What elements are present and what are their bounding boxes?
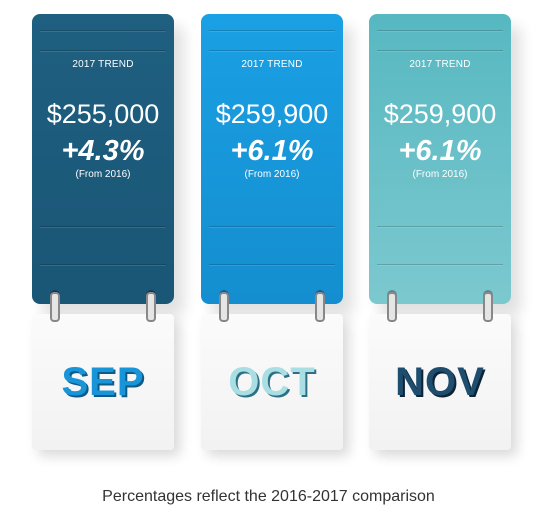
price-value: $255,000 xyxy=(46,99,160,129)
panel-divider xyxy=(40,30,166,31)
month-label: SEP xyxy=(61,359,145,404)
percent-change: +6.1% xyxy=(398,135,482,167)
card-panel-nov: 2017 TREND $259,900 +6.1% (From 2016) xyxy=(369,14,511,304)
binder-ring-icon xyxy=(219,292,229,322)
panel-divider xyxy=(209,264,335,265)
card-sep: 2017 TREND $255,000 +4.3% (From 2016) SE… xyxy=(32,14,174,450)
card-panel-oct: 2017 TREND $259,900 +6.1% (From 2016) xyxy=(201,14,343,304)
card-nov: 2017 TREND $259,900 +6.1% (From 2016) NO… xyxy=(369,14,511,450)
card-panel-sep: 2017 TREND $255,000 +4.3% (From 2016) xyxy=(32,14,174,304)
percent-change: +6.1% xyxy=(230,135,314,167)
comparison-note: (From 2016) xyxy=(75,169,131,180)
percent-change: +4.3% xyxy=(61,135,145,167)
caption: Percentages reflect the 2016-2017 compar… xyxy=(102,488,435,505)
binder-ring-icon xyxy=(483,292,493,322)
month-label: NOV xyxy=(395,359,485,404)
trend-label: 2017 TREND xyxy=(241,59,303,70)
trend-label: 2017 TREND xyxy=(409,59,471,70)
calendar-page-sep: SEP xyxy=(32,314,174,450)
panel-divider xyxy=(40,226,166,227)
panel-divider xyxy=(377,264,503,265)
panel-divider xyxy=(40,50,166,51)
panel-divider xyxy=(377,30,503,31)
month-label: OCT xyxy=(228,359,316,404)
binder-ring-icon xyxy=(146,292,156,322)
comparison-note: (From 2016) xyxy=(412,169,468,180)
panel-divider xyxy=(377,226,503,227)
panel-divider xyxy=(209,226,335,227)
price-value: $259,900 xyxy=(215,99,329,129)
binder-ring-icon xyxy=(50,292,60,322)
trend-label: 2017 TREND xyxy=(72,59,134,70)
calendar-page-oct: OCT xyxy=(201,314,343,450)
panel-divider xyxy=(377,50,503,51)
panel-divider xyxy=(40,264,166,265)
binder-ring-icon xyxy=(387,292,397,322)
binder-ring-icon xyxy=(315,292,325,322)
card-oct: 2017 TREND $259,900 +6.1% (From 2016) OC… xyxy=(201,14,343,450)
price-value: $259,900 xyxy=(383,99,497,129)
comparison-note: (From 2016) xyxy=(244,169,300,180)
panel-divider xyxy=(209,30,335,31)
panel-divider xyxy=(209,50,335,51)
calendar-page-nov: NOV xyxy=(369,314,511,450)
